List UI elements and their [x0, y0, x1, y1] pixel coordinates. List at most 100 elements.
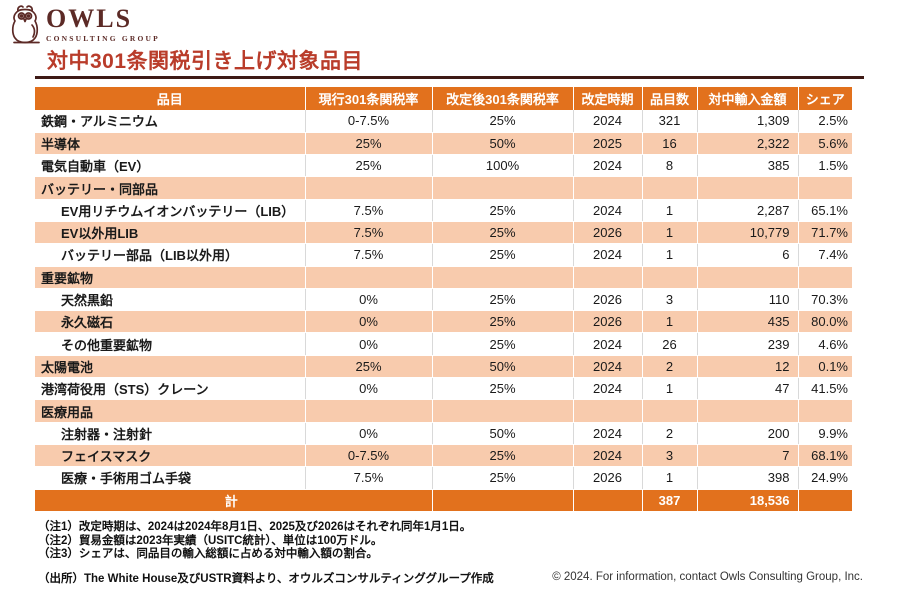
value-cell: 385 — [697, 154, 799, 178]
current-rate-cell: 0-7.5% — [305, 110, 433, 133]
page-title: 対中301条関税引き上げ対象品目 — [47, 50, 364, 73]
count-cell — [642, 266, 698, 289]
current-rate-cell: 0% — [305, 377, 433, 401]
table-row: 太陽電池 25% 50% 2024 2 12 0.1% — [35, 355, 852, 379]
item-cell: EV以外用LIB — [35, 221, 306, 245]
value-cell: 6 — [697, 243, 799, 267]
timing-cell — [573, 176, 643, 200]
count-cell: 3 — [642, 288, 698, 312]
tariff-table: 品目 現行301条関税率 改定後301条関税率 改定時期 品目数 対中輸入金額 シェア 鉄鋼… — [35, 87, 852, 512]
timing-cell — [573, 489, 643, 512]
footnote-3: （注3）シェアは、同品目の輸入総額に占める対中輸入額の割合。 — [38, 548, 378, 561]
count-cell: 2 — [642, 422, 698, 445]
table-header-row: 品目 現行301条関税率 改定後301条関税率 改定時期 品目数 対中輸入金額 シェア — [35, 87, 852, 110]
title-underline — [35, 76, 864, 79]
revised-rate-cell: 25% — [432, 377, 574, 401]
share-cell: 41.5% — [798, 377, 852, 401]
share-cell — [798, 176, 852, 200]
revised-rate-cell: 50% — [432, 422, 574, 445]
timing-cell: 2026 — [573, 288, 643, 312]
table-row: 港湾荷役用（STS）クレーン 0% 25% 2024 1 47 41.5% — [35, 377, 852, 401]
current-rate-cell — [305, 399, 433, 423]
share-cell — [798, 266, 852, 289]
count-cell: 1 — [642, 243, 698, 267]
table-row: 注射器・注射針 0% 50% 2024 2 200 9.9% — [35, 422, 852, 445]
category-row: 重要鉱物 — [35, 266, 852, 289]
value-cell: 398 — [697, 466, 799, 490]
revised-rate-cell: 25% — [432, 288, 574, 312]
timing-cell: 2026 — [573, 310, 643, 334]
value-cell: 110 — [697, 288, 799, 312]
count-cell: 3 — [642, 444, 698, 468]
revised-rate-cell: 100% — [432, 154, 574, 178]
timing-cell — [573, 266, 643, 289]
value-cell: 47 — [697, 377, 799, 401]
current-rate-cell: 25% — [305, 355, 433, 379]
count-cell: 1 — [642, 199, 698, 222]
count-cell: 321 — [642, 110, 698, 133]
item-cell: 港湾荷役用（STS）クレーン — [35, 377, 306, 401]
table-row: 天然黒鉛 0% 25% 2026 3 110 70.3% — [35, 288, 852, 312]
column-header: 現行301条関税率 — [305, 87, 433, 110]
revised-rate-cell: 25% — [432, 199, 574, 222]
category-row: バッテリー・同部品 — [35, 176, 852, 200]
value-cell — [697, 266, 799, 289]
value-cell: 239 — [697, 332, 799, 356]
current-rate-cell: 7.5% — [305, 199, 433, 222]
current-rate-cell: 25% — [305, 154, 433, 178]
count-cell: 2 — [642, 355, 698, 379]
value-cell: 12 — [697, 355, 799, 379]
revised-rate-cell: 25% — [432, 466, 574, 490]
item-cell: 重要鉱物 — [35, 266, 306, 289]
timing-cell: 2024 — [573, 422, 643, 445]
table-row: 永久磁石 0% 25% 2026 1 435 80.0% — [35, 310, 852, 334]
timing-cell: 2024 — [573, 154, 643, 178]
current-rate-cell: 25% — [305, 132, 433, 156]
revised-rate-cell: 25% — [432, 310, 574, 334]
value-cell: 2,322 — [697, 132, 799, 156]
count-cell: 1 — [642, 377, 698, 401]
item-cell: バッテリー・同部品 — [35, 176, 306, 200]
revised-rate-cell: 25% — [432, 243, 574, 267]
company-logo: OWLS CONSULTING GROUP — [8, 4, 160, 49]
item-cell: 永久磁石 — [35, 310, 306, 334]
copyright-line: © 2024. For information, contact Owls Co… — [552, 571, 863, 583]
total-label-cell: 計 — [35, 489, 433, 512]
timing-cell: 2025 — [573, 132, 643, 156]
category-row: 医療用品 — [35, 399, 852, 423]
table-row: 半導体 25% 50% 2025 16 2,322 5.6% — [35, 132, 852, 156]
share-cell: 7.4% — [798, 243, 852, 267]
share-cell: 0.1% — [798, 355, 852, 379]
count-cell — [642, 399, 698, 423]
column-header: シェア — [798, 87, 852, 110]
value-cell — [697, 176, 799, 200]
share-cell: 5.6% — [798, 132, 852, 156]
timing-cell: 2024 — [573, 444, 643, 468]
timing-cell: 2026 — [573, 466, 643, 490]
value-cell: 18,536 — [697, 489, 799, 512]
logo-subtitle: CONSULTING GROUP — [46, 34, 160, 43]
item-cell: その他重要鉱物 — [35, 332, 306, 356]
share-cell: 65.1% — [798, 199, 852, 222]
count-cell: 8 — [642, 154, 698, 178]
timing-cell: 2024 — [573, 355, 643, 379]
timing-cell: 2024 — [573, 377, 643, 401]
table-row: 電気自動車（EV） 25% 100% 2024 8 385 1.5% — [35, 154, 852, 178]
revised-rate-cell — [432, 176, 574, 200]
table-row: 鉄鋼・アルミニウム 0-7.5% 25% 2024 321 1,309 2.5% — [35, 110, 852, 133]
item-cell: フェイスマスク — [35, 444, 306, 468]
column-header: 品目数 — [642, 87, 698, 110]
item-cell: EV用リチウムイオンバッテリー（LIB） — [35, 199, 306, 222]
timing-cell: 2024 — [573, 199, 643, 222]
revised-rate-cell: 50% — [432, 132, 574, 156]
revised-rate-cell: 25% — [432, 221, 574, 245]
value-cell: 1,309 — [697, 110, 799, 133]
table-row: その他重要鉱物 0% 25% 2024 26 239 4.6% — [35, 332, 852, 356]
share-cell: 70.3% — [798, 288, 852, 312]
value-cell: 435 — [697, 310, 799, 334]
table-row: EV用リチウムイオンバッテリー（LIB） 7.5% 25% 2024 1 2,287 65.… — [35, 199, 852, 222]
column-header: 改定後301条関税率 — [432, 87, 574, 110]
item-cell: 半導体 — [35, 132, 306, 156]
column-header: 対中輸入金額 — [697, 87, 799, 110]
